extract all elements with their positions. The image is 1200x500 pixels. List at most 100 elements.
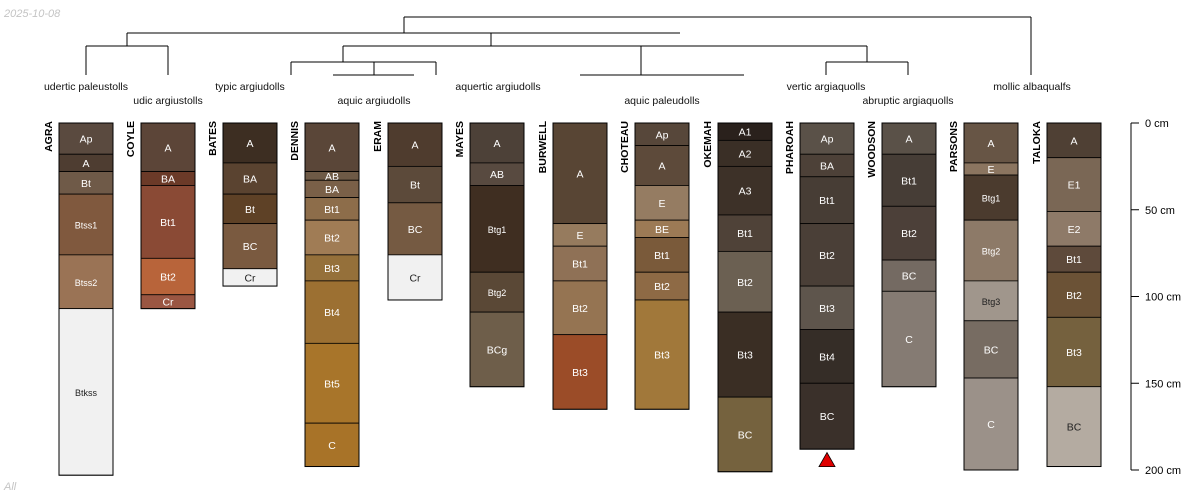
horizon-block: [304, 219, 360, 256]
horizon-block: [799, 285, 855, 330]
profile-outline: [1046, 122, 1102, 468]
depth-axis-label: 50 cm: [1145, 205, 1175, 217]
horizon-block: [140, 122, 196, 172]
horizon-label: Bt3: [737, 350, 753, 362]
profile-name: ERAM: [372, 121, 384, 152]
profile-outline: [634, 122, 690, 410]
horizon-label: BC: [984, 344, 999, 356]
horizon-label: Bt1: [324, 204, 340, 216]
profile-name: WOODSON: [866, 121, 878, 178]
horizon-label: Bt1: [901, 175, 917, 187]
horizon-label: Btg3: [982, 297, 1001, 307]
profile-name: BATES: [207, 121, 219, 156]
horizon-label: Bt1: [654, 250, 670, 262]
horizon-label: Btg1: [488, 225, 507, 235]
horizon-label: A1: [739, 127, 752, 139]
profile-outline: [799, 122, 855, 450]
horizon-label: Cr: [409, 272, 421, 284]
profile-name: CHOTEAU: [619, 121, 631, 173]
horizon-label: A: [164, 142, 171, 154]
horizon-label: A2: [739, 148, 752, 160]
horizon-block: [387, 165, 443, 204]
horizon-label: Ap: [821, 134, 834, 146]
horizon-label: Bt1: [737, 228, 753, 240]
horizon-label: A: [82, 158, 89, 170]
horizon-label: Bt: [245, 204, 255, 216]
horizon-block: [222, 162, 278, 195]
profile-outline: [963, 122, 1019, 471]
horizon-label: E: [658, 198, 665, 210]
depth-axis-label: 0 cm: [1145, 118, 1169, 130]
horizon-block: [1046, 271, 1102, 318]
horizon-label: BA: [243, 174, 257, 186]
horizon-block: [881, 122, 937, 155]
horizon-label: Btg2: [982, 247, 1001, 257]
horizon-label: Bt3: [654, 350, 670, 362]
horizon-label: C: [905, 334, 913, 346]
horizon-label: Bt2: [572, 303, 588, 315]
horizon-label: Bt1: [819, 195, 835, 207]
horizon-label: A: [411, 140, 418, 152]
horizon-label: BCg: [487, 344, 508, 356]
horizon-block: [304, 342, 360, 424]
horizon-label: C: [328, 440, 336, 452]
horizon-label: E: [576, 230, 583, 242]
horizon-label: E2: [1068, 224, 1081, 236]
horizon-block: [1046, 157, 1102, 212]
footer-note: All: [4, 481, 17, 493]
profile-outline: [552, 122, 608, 410]
horizon-label: A: [246, 138, 253, 150]
marker-triangle: [818, 451, 836, 467]
depth-axis-label: 100 cm: [1145, 292, 1181, 304]
horizon-block: [963, 377, 1019, 471]
horizon-label: A: [1070, 135, 1077, 147]
profile-outline: [304, 122, 360, 468]
horizon-block: [1046, 316, 1102, 388]
horizon-label: C: [987, 419, 995, 431]
horizon-block: [634, 299, 690, 410]
horizon-block: [140, 185, 196, 259]
horizon-block: [799, 223, 855, 287]
profile-outline: [387, 122, 443, 301]
profile-name: DENNIS: [289, 121, 301, 161]
depth-axis-label: 200 cm: [1145, 465, 1181, 477]
horizon-block: [469, 311, 525, 388]
horizon-label: Ap: [656, 129, 669, 141]
horizon-label: BA: [161, 174, 175, 186]
horizon-block: [469, 185, 525, 273]
horizon-label: Bt5: [324, 378, 340, 390]
subgroup-label: udertic paleustolls: [44, 81, 128, 93]
horizon-label: A: [493, 138, 500, 150]
profile-name: COYLE: [125, 121, 137, 157]
horizon-label: Bt2: [160, 272, 176, 284]
horizon-label: A: [658, 161, 665, 173]
subgroup-label: typic argiudolls: [215, 81, 284, 93]
horizon-block: [58, 254, 114, 310]
horizon-block: [717, 250, 773, 313]
date-label: 2025-10-08: [4, 8, 61, 20]
subgroup-label: abruptic argiaquolls: [862, 95, 953, 107]
profile-name: BURWELL: [537, 120, 549, 173]
horizon-block: [717, 311, 773, 398]
horizon-block: [1046, 386, 1102, 467]
horizon-label: Btss1: [75, 220, 98, 230]
subgroup-label: vertic argiaquolls: [787, 81, 866, 93]
profile-outline: [58, 122, 114, 476]
horizon-block: [963, 174, 1019, 221]
horizon-label: Btss2: [75, 278, 98, 288]
horizon-label: BC: [243, 241, 258, 253]
subgroup-label: mollic albaqualfs: [993, 81, 1071, 93]
horizon-label: BC: [902, 271, 917, 283]
profile-name: MAYES: [454, 121, 466, 157]
horizon-label: Bt3: [819, 303, 835, 315]
horizon-label: BE: [655, 224, 669, 236]
horizon-block: [552, 334, 608, 410]
subgroup-label: aquertic argiudolls: [455, 81, 540, 93]
horizon-block: [799, 382, 855, 450]
horizon-label: Cr: [244, 272, 256, 284]
horizon-label: AB: [490, 169, 504, 181]
profile-outline: [140, 122, 196, 310]
horizon-block: [634, 237, 690, 273]
horizon-label: Bt2: [819, 250, 835, 262]
horizon-label: Bt2: [1066, 290, 1082, 302]
